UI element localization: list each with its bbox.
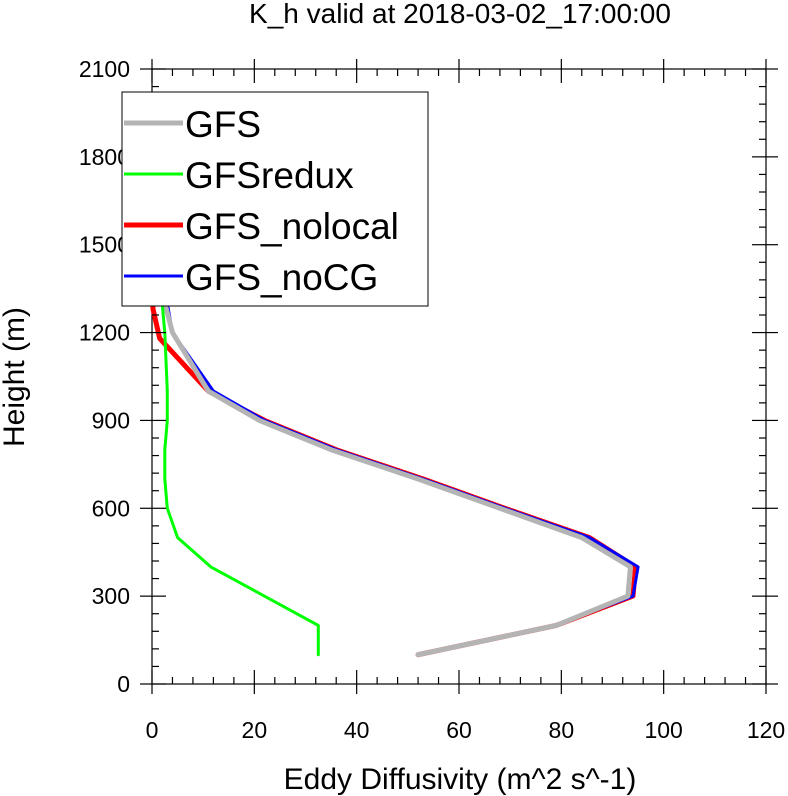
x-tick-label: 60	[446, 717, 472, 743]
x-tick-label: 40	[344, 717, 370, 743]
x-tick-label: 20	[242, 717, 268, 743]
y-tick-label: 900	[92, 407, 130, 433]
y-tick-label: 1800	[79, 144, 130, 170]
legend: GFS GFSredux GFS_nolocal GFS_noCG	[121, 91, 429, 307]
y-tick-label: 600	[92, 495, 130, 521]
legend-entry-label: GFS_noCG	[185, 257, 378, 298]
legend-entry-label: GFS_nolocal	[185, 206, 399, 247]
x-axis-label: Eddy Diffusivity (m^2 s^-1)	[284, 763, 637, 796]
y-tick-label: 2100	[79, 56, 130, 82]
x-tick-label: 80	[549, 717, 575, 743]
legend-box	[121, 91, 429, 307]
legend-entry-label: GFSredux	[185, 155, 354, 196]
chart-title: K_h valid at 2018-03-02_17:00:00	[249, 0, 671, 29]
x-tick-label: 100	[644, 717, 682, 743]
y-tick-label: 1500	[79, 232, 130, 258]
x-tick-label: 120	[747, 717, 785, 743]
legend-entry-label: GFS	[185, 104, 261, 145]
y-tick-label: 300	[92, 583, 130, 609]
y-axis-label: Height (m)	[0, 307, 31, 447]
y-tick-label: 1200	[79, 320, 130, 346]
y-tick-label: 0	[117, 671, 130, 697]
x-tick-label: 0	[146, 717, 159, 743]
